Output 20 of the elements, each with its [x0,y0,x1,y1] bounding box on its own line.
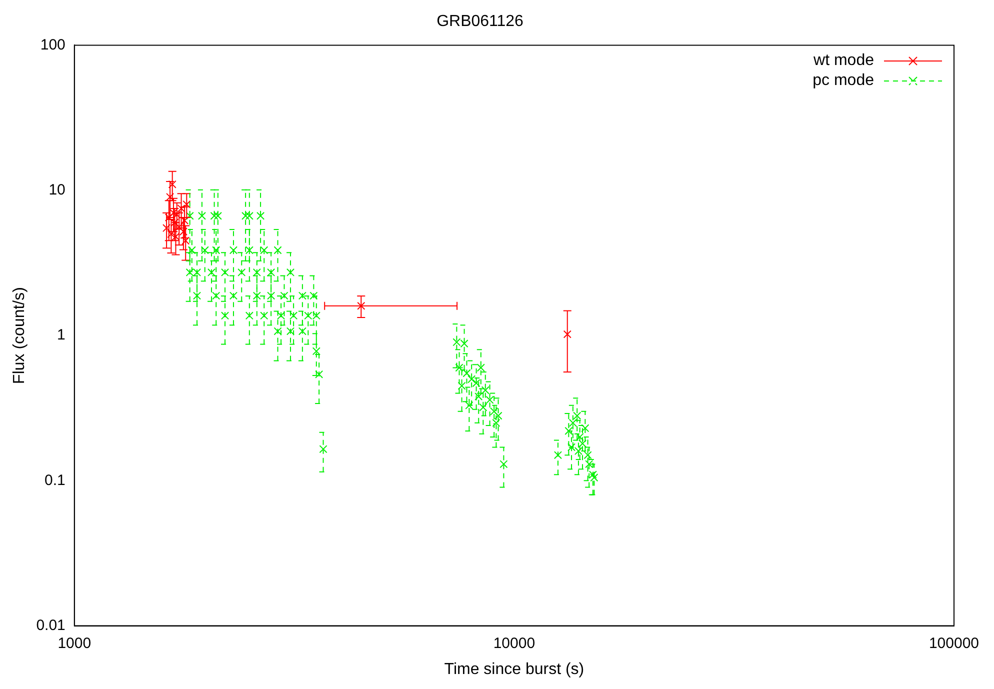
x-axis-title: Time since burst (s) [444,660,584,678]
x-tick-label: 100000 [928,634,980,652]
y-tick-label: 0.1 [44,472,66,489]
y-tick-label: 1 [57,326,66,344]
y-tick-label: 0.01 [36,616,66,634]
point [177,204,186,213]
point [166,192,174,202]
legend-label: pc mode [812,72,874,90]
x-tick-label: 10000 [493,634,536,652]
y-tick-label: 100 [40,36,66,54]
y-axis-title: Flux (count/s) [11,287,28,384]
point [168,180,176,188]
point [164,213,173,222]
point [167,230,176,238]
point [182,200,191,208]
chart-title: GRB061126 [436,13,524,30]
y-tick-label: 10 [48,181,66,198]
x-tick-label: 1000 [58,634,92,652]
point [162,224,171,232]
legend-label: wt mode [814,52,874,70]
